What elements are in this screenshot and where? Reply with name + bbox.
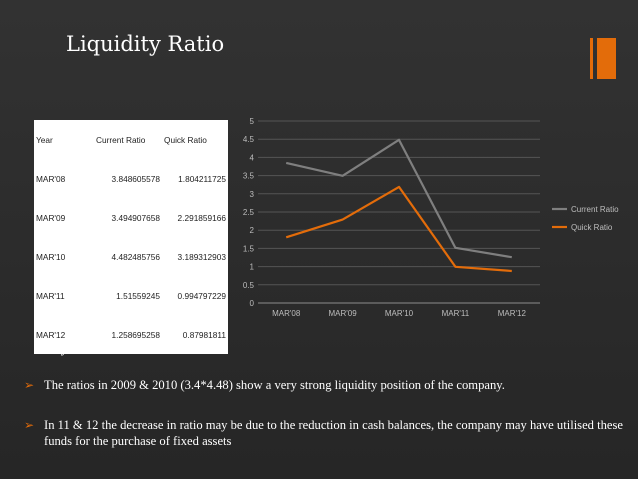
table-header-cell: Current Ratio (96, 134, 146, 145)
table-row: MAR'08 3.848605578 1.804211725 (34, 159, 228, 198)
table-cell: MAR'08 (36, 173, 66, 184)
y-tick-label: 4.5 (243, 135, 255, 144)
y-tick-label: 0.5 (243, 281, 255, 290)
x-tick-label: MAR'09 (328, 309, 357, 318)
accent-bar-thin (590, 38, 593, 79)
chart-svg: 0 0.5 1 1.5 2 2.5 3 3.5 4 4.5 5 MAR'08 MAR'09 MAR'10 M… (243, 117, 619, 318)
table-header-cell: Quick Ratio (164, 134, 207, 145)
y-tick-label: 4 (250, 153, 255, 162)
table-cell: 0.87981811 (182, 329, 226, 340)
table-cell: 3.494907658 (111, 212, 160, 223)
y-tick-label: 3 (250, 190, 255, 199)
y-tick-label: 3.5 (243, 172, 255, 181)
series-line-current-ratio (285, 138, 512, 259)
arrow-bullet-icon: ➢ (24, 418, 35, 432)
table-cell: 1.804211725 (178, 173, 226, 184)
table-cell: MAR'09 (36, 212, 66, 223)
x-tick-label: MAR'11 (442, 309, 470, 318)
y-tick-label: 2 (250, 226, 255, 235)
table-row: MAR'12 1.258695258 0.87981811 (34, 315, 228, 354)
table-header-cell: Year (36, 134, 53, 145)
y-tick-label: 0 (250, 299, 255, 308)
table-cell: 1.51559245 (116, 290, 160, 301)
y-tick-label: 2.5 (243, 208, 255, 217)
y-tick-label: 1.5 (243, 244, 255, 253)
y-tick-label: 5 (250, 117, 255, 126)
series-line-quick-ratio (285, 185, 512, 273)
ratio-data-table: Year Current Ratio Quick Ratio MAR'08 3.8486… (34, 120, 228, 354)
legend-label: Quick Ratio (571, 223, 613, 232)
arrow-bullet-icon: ➢ (24, 378, 35, 392)
table-cell: 4.482485756 (111, 251, 160, 262)
x-tick-label: MAR'12 (498, 309, 527, 318)
table-row: MAR'10 4.482485756 3.189312903 (34, 237, 228, 276)
table-cell: 2.291859166 (177, 212, 226, 223)
y-tick-label: 1 (250, 263, 255, 272)
legend-label: Current Ratio (571, 205, 619, 214)
analysis-bullet-text: The ratios in 2009 & 2010 (3.4*4.48) sho… (44, 378, 505, 392)
table-cell: MAR'11 (36, 290, 65, 301)
ratio-table-body: Year Current Ratio Quick Ratio MAR'08 3.8486… (34, 120, 228, 354)
table-cell: MAR'10 (36, 251, 66, 262)
table-cell: 3.848605578 (111, 173, 160, 184)
table-row: MAR'09 3.494907658 2.291859166 (34, 198, 228, 237)
table-header-row: Year Current Ratio Quick Ratio (34, 120, 228, 159)
x-tick-label: MAR'08 (272, 309, 301, 318)
x-tick-label: MAR'10 (385, 309, 414, 318)
analysis-heading: Analysis: (34, 341, 86, 356)
table-cell: MAR'12 (36, 329, 66, 340)
liquidity-line-chart: 0 0.5 1 1.5 2 2.5 3 3.5 4 4.5 5 MAR'08 MAR'09 MAR'10 M… (232, 108, 638, 326)
table-cell: 0.994797229 (177, 290, 226, 301)
table-cell: 1.258695258 (111, 329, 160, 340)
table-cell: 3.189312903 (177, 251, 226, 262)
table-row: MAR'11 1.51559245 0.994797229 (34, 276, 228, 315)
slide-title: Liquidity Ratio (66, 32, 225, 56)
analysis-bullet-text: In 11 & 12 the decrease in ratio may be … (44, 418, 623, 448)
accent-bar-thick (597, 38, 616, 79)
